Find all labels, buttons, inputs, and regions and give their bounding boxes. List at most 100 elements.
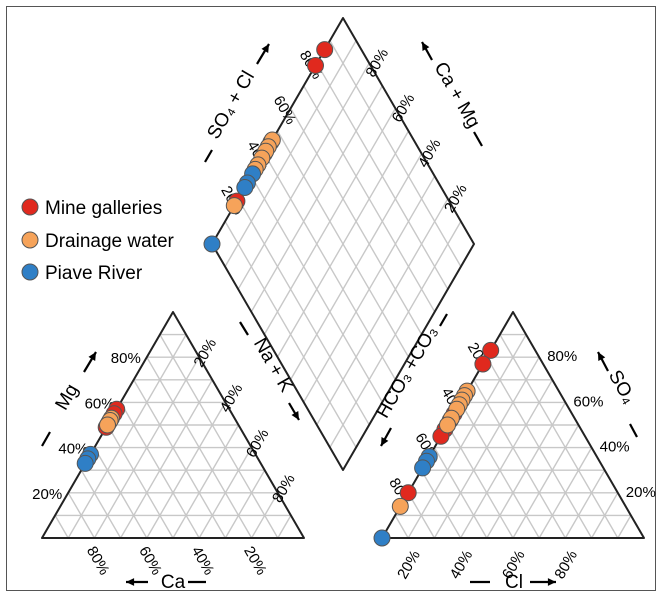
arrow-ca-head <box>126 578 135 586</box>
tick-label: 20% <box>626 484 656 501</box>
grid-line <box>276 130 410 358</box>
data-points <box>76 41 500 547</box>
grid-line <box>54 515 69 539</box>
axis-label-na-k: Na + K <box>249 335 297 397</box>
dash-na-k <box>239 321 249 336</box>
axis-label-mg: Mg <box>52 381 83 414</box>
tick-label: 40% <box>415 136 445 171</box>
grid-line <box>459 402 540 539</box>
dash-mg <box>41 431 51 447</box>
grid-line <box>407 334 527 539</box>
grid-line <box>329 40 462 267</box>
tick-label: 80% <box>362 46 392 81</box>
grid-line <box>67 492 96 539</box>
grid-line <box>133 379 227 539</box>
grid-line <box>80 469 122 539</box>
legend-marker-mine-galleries <box>21 198 39 216</box>
diamond-point <box>236 179 254 196</box>
grid-line <box>433 447 488 539</box>
anion-point <box>391 497 409 515</box>
anion-point <box>414 459 432 477</box>
grid-line <box>172 424 240 539</box>
dash-so4-cl <box>204 149 213 163</box>
legend-label-piave-river: Piave River <box>45 263 143 284</box>
grid-line <box>263 108 397 335</box>
axis-label-ca-mg: Ca + Mg <box>430 59 484 132</box>
tick-label: 40% <box>217 381 247 416</box>
grid-line <box>420 469 462 539</box>
dash-ca-mg <box>473 131 483 147</box>
tick-label: 20% <box>190 336 220 371</box>
grid-lines <box>54 40 632 539</box>
figure-frame <box>6 6 656 591</box>
grid-line <box>119 379 213 539</box>
axis-label-so4: SO₄ <box>604 367 640 408</box>
grid-line <box>303 85 436 313</box>
axis-label-hco3-co3: HCO₃ +CO₃ <box>372 323 441 422</box>
axis-label-ca: Ca <box>161 572 186 593</box>
tick-label: 80% <box>269 471 299 506</box>
grid-line <box>407 492 436 539</box>
grid-line <box>237 62 370 290</box>
arrow-so4-cl-head <box>261 44 269 53</box>
grid-line <box>486 356 593 539</box>
anion-point <box>373 529 391 547</box>
cation-point <box>99 416 116 434</box>
tick-label: 80% <box>551 548 581 583</box>
grid-line <box>250 85 383 313</box>
dash-hco3 <box>439 313 448 327</box>
grid-line <box>146 356 253 539</box>
diamond-point <box>225 197 243 215</box>
tick-label: 40% <box>600 439 630 456</box>
tick-label: 80% <box>547 348 577 365</box>
arrow-so4-head <box>598 352 606 361</box>
cation-point <box>76 454 94 472</box>
legend-marker-drainage-water <box>21 231 39 249</box>
tick-label: 60% <box>573 393 603 410</box>
legend-label-mine-galleries: Mine galleries <box>45 198 162 219</box>
axis-label-so4-cl: SO₄ + Cl <box>203 68 259 143</box>
arrow-mg-head <box>88 352 96 361</box>
grid-line <box>106 424 174 539</box>
grid-line <box>512 424 580 539</box>
grid-line <box>119 402 200 539</box>
diamond-point <box>203 235 221 253</box>
tick-label: 20% <box>32 486 62 503</box>
grid-line <box>289 108 423 335</box>
grid-line <box>224 40 357 267</box>
dash-so4 <box>629 423 638 438</box>
arrow-hco3-head <box>381 437 389 446</box>
tick-label: 20% <box>394 548 424 583</box>
grid-line <box>224 469 266 539</box>
grid-line <box>459 379 553 539</box>
legend-label-drainage-water: Drainage water <box>45 231 175 252</box>
grid-line <box>473 379 567 539</box>
grid-line <box>277 515 292 539</box>
tick-label: 20% <box>441 181 471 216</box>
grid-line <box>159 334 279 539</box>
grid-line <box>316 62 449 290</box>
tick-label: 80% <box>111 350 141 367</box>
diamond-point <box>316 41 334 59</box>
axis-label-cl: Cl <box>505 572 523 593</box>
tick-label: 80% <box>83 544 113 579</box>
tick-label: 40% <box>58 441 88 458</box>
tick-label: 20% <box>240 544 270 579</box>
anion-point <box>399 484 417 502</box>
anion-point <box>482 341 500 359</box>
grid-line <box>394 515 409 539</box>
arrow-cl-head <box>547 578 556 586</box>
arrow-na-k-head <box>291 411 299 420</box>
diamond-point <box>307 57 324 74</box>
tick-label: 40% <box>188 544 218 579</box>
legend-marker-piave-river <box>21 263 39 281</box>
tick-label: 60% <box>270 93 300 128</box>
tick-label: 40% <box>447 548 477 583</box>
tick-label: 60% <box>389 91 419 126</box>
grid-line <box>67 334 187 539</box>
grid-line <box>617 515 632 539</box>
grid-line <box>446 424 514 539</box>
anion-point <box>474 355 492 373</box>
anion-point <box>439 416 456 434</box>
